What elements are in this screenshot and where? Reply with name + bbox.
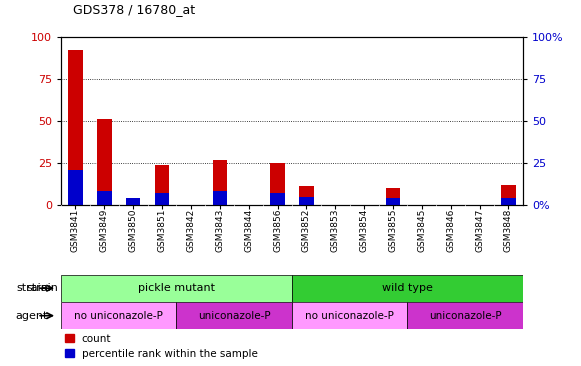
Text: GSM3854: GSM3854 — [360, 209, 368, 252]
Bar — [386, 198, 400, 205]
Text: uniconazole-P: uniconazole-P — [429, 311, 501, 321]
FancyBboxPatch shape — [61, 302, 177, 329]
Text: GSM3845: GSM3845 — [417, 209, 426, 252]
Bar — [213, 191, 227, 205]
Bar — [501, 198, 516, 205]
Text: GSM3842: GSM3842 — [187, 209, 195, 252]
Text: GDS378 / 16780_at: GDS378 / 16780_at — [73, 3, 195, 16]
Text: no uniconazole-P: no uniconazole-P — [74, 311, 163, 321]
Text: GSM3844: GSM3844 — [244, 209, 253, 252]
Bar — [299, 186, 314, 205]
Bar — [299, 197, 314, 205]
Text: GSM3843: GSM3843 — [216, 209, 224, 252]
Text: GSM3846: GSM3846 — [446, 209, 456, 252]
Bar — [68, 169, 83, 205]
Legend: count, percentile rank within the sample: count, percentile rank within the sample — [61, 329, 262, 363]
Bar — [155, 193, 169, 205]
Text: GSM3847: GSM3847 — [475, 209, 484, 252]
Text: GSM3850: GSM3850 — [128, 209, 138, 252]
Bar — [68, 50, 83, 205]
FancyBboxPatch shape — [177, 302, 292, 329]
Text: GSM3856: GSM3856 — [273, 209, 282, 252]
Text: GSM3848: GSM3848 — [504, 209, 513, 252]
FancyBboxPatch shape — [292, 302, 407, 329]
Text: GSM3841: GSM3841 — [71, 209, 80, 252]
FancyBboxPatch shape — [61, 274, 292, 302]
Bar — [97, 191, 112, 205]
Bar — [386, 188, 400, 205]
Text: GSM3855: GSM3855 — [389, 209, 397, 252]
Bar — [270, 193, 285, 205]
Text: no uniconazole-P: no uniconazole-P — [305, 311, 394, 321]
Text: strain: strain — [16, 283, 48, 293]
Text: agent: agent — [16, 311, 48, 321]
Bar — [126, 198, 141, 205]
Bar — [501, 185, 516, 205]
Bar — [270, 163, 285, 205]
Text: strain: strain — [26, 283, 58, 293]
Bar — [126, 202, 141, 205]
Text: wild type: wild type — [382, 283, 433, 293]
Text: GSM3853: GSM3853 — [331, 209, 340, 252]
Text: GSM3852: GSM3852 — [302, 209, 311, 252]
Bar — [213, 160, 227, 205]
Text: GSM3849: GSM3849 — [100, 209, 109, 252]
FancyBboxPatch shape — [407, 302, 523, 329]
Text: GSM3851: GSM3851 — [157, 209, 167, 252]
Text: uniconazole-P: uniconazole-P — [198, 311, 271, 321]
FancyBboxPatch shape — [292, 274, 523, 302]
Text: pickle mutant: pickle mutant — [138, 283, 215, 293]
Bar — [155, 165, 169, 205]
Bar — [97, 119, 112, 205]
